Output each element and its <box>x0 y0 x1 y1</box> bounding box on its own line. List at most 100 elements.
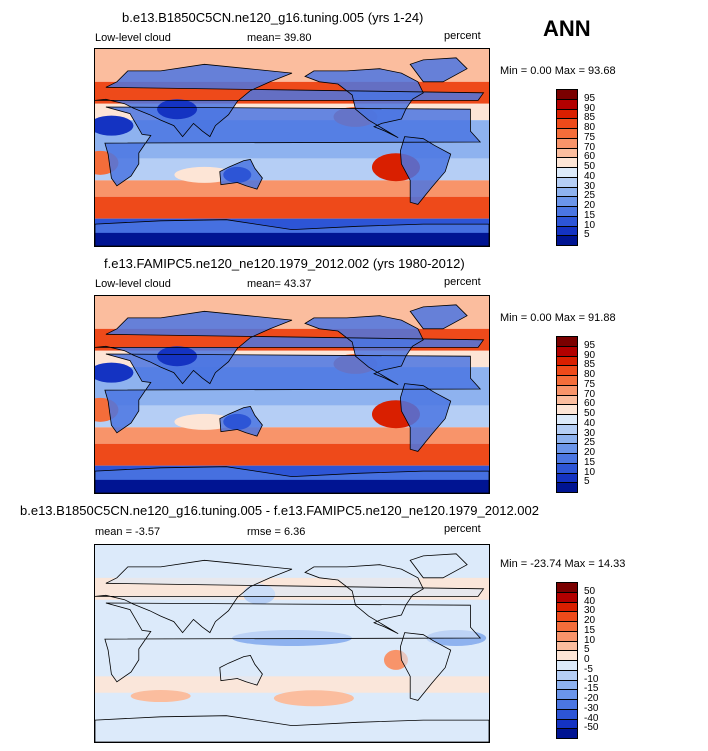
colorbar-swatch <box>556 345 578 356</box>
panel2-title: f.e13.FAMIPC5.ne120_ne120.1979_2012.002 … <box>104 256 465 271</box>
panel3-title: b.e13.B1850C5CN.ne120_g16.tuning.005 - f… <box>20 503 539 518</box>
panel3-units-label: percent <box>444 523 481 535</box>
colorbar-tick-label: 50 <box>584 585 596 597</box>
colorbar-swatch <box>556 108 578 119</box>
colorbar-tick-label: 85 <box>584 112 596 124</box>
colorbar-tick-label: 30 <box>584 605 596 617</box>
colorbar-tick-label: 60 <box>584 398 596 410</box>
panel2-mean-label: mean= 43.37 <box>247 278 312 290</box>
colorbar-tick-label: 5 <box>584 229 590 241</box>
colorbar-swatch <box>556 462 578 473</box>
colorbar-tick-label: 15 <box>584 209 596 221</box>
panel3-mean-label: mean = -3.57 <box>95 526 161 538</box>
panel1-variable-label: Low-level cloud <box>95 32 171 44</box>
colorbar-tick-label: 75 <box>584 131 596 143</box>
panel2-colorbar: 95 90 85 80 75 70 60 50 40 30 25 20 15 10 5 <box>556 336 616 493</box>
colorbar-swatch <box>556 482 578 493</box>
colorbar-swatch <box>556 414 578 424</box>
colorbar-swatch <box>556 225 578 236</box>
panel1-title: b.e13.B1850C5CN.ne120_g16.tuning.005 (yr… <box>122 10 424 25</box>
colorbar-tick-label: 0 <box>584 654 590 665</box>
colorbar-tick-label: 40 <box>584 595 596 607</box>
colorbar-tick-label: 5 <box>584 644 590 656</box>
panel3-minmax: Min = -23.74 Max = 14.33 <box>500 558 626 570</box>
colorbar-swatch <box>556 128 578 138</box>
colorbar-tick-label: 70 <box>584 141 596 153</box>
colorbar-swatch <box>556 660 578 670</box>
colorbar-swatch <box>556 384 578 395</box>
colorbar-tick-label: -5 <box>584 663 593 675</box>
colorbar-tick-label: 85 <box>584 359 596 371</box>
colorbar-swatch <box>556 167 578 177</box>
colorbar-tick-label: 15 <box>584 456 596 468</box>
colorbar-swatch <box>556 196 578 206</box>
panel1-units-label: percent <box>444 30 481 42</box>
colorbar-tick-label: 10 <box>584 219 596 231</box>
colorbar-swatch <box>556 157 578 167</box>
colorbar-tick-label: 95 <box>584 92 596 104</box>
colorbar-swatch <box>556 453 578 463</box>
colorbar-tick-label: -50 <box>584 722 599 734</box>
colorbar-tick-label: 95 <box>584 339 596 351</box>
colorbar-tick-label: 20 <box>584 200 596 211</box>
colorbar-swatch <box>556 433 578 444</box>
colorbar-swatch <box>556 591 578 602</box>
colorbar-swatch <box>556 394 578 405</box>
colorbar-tick-label: -10 <box>584 673 599 685</box>
panel2-variable-label: Low-level cloud <box>95 278 171 290</box>
colorbar-swatch <box>556 630 578 641</box>
colorbar-swatch <box>556 679 578 690</box>
colorbar-tick-label: 25 <box>584 437 596 449</box>
colorbar-swatch <box>556 186 578 197</box>
colorbar-swatch <box>556 669 578 680</box>
colorbar-swatch <box>556 375 578 385</box>
colorbar-swatch <box>556 472 578 483</box>
colorbar-swatch <box>556 235 578 246</box>
colorbar-swatch <box>556 621 578 631</box>
panel1-minmax: Min = 0.00 Max = 93.68 <box>500 65 616 77</box>
colorbar-swatch <box>556 336 578 346</box>
colorbar-tick-label: 20 <box>584 615 596 626</box>
colorbar-swatch <box>556 98 578 109</box>
colorbar-tick-label: 40 <box>584 417 596 429</box>
colorbar-tick-label: 25 <box>584 190 596 202</box>
panel3-rmse-label: rmse = 6.36 <box>247 526 306 538</box>
colorbar-tick-label: 20 <box>584 447 596 458</box>
colorbar-tick-label: -30 <box>584 702 599 714</box>
panel3-colorbar: 50 40 30 20 15 10 5 0 -5 -10 -15 -20 -30 -40 -50 <box>556 582 616 739</box>
panel1-mean-label: mean= 39.80 <box>247 32 312 44</box>
colorbar-tick-label: 10 <box>584 466 596 478</box>
colorbar-swatch <box>556 611 578 621</box>
colorbar-tick-label: 50 <box>584 408 596 419</box>
colorbar-tick-label: 60 <box>584 151 596 163</box>
colorbar-tick-label: 30 <box>584 427 596 439</box>
panel2-units-label: percent <box>444 276 481 288</box>
colorbar-swatch <box>556 404 578 414</box>
colorbar-tick-label: -15 <box>584 683 599 695</box>
panel1-map <box>94 48 490 247</box>
season-label: ANN <box>543 16 591 41</box>
colorbar-tick-label: 50 <box>584 161 596 172</box>
colorbar-swatch <box>556 601 578 612</box>
colorbar-swatch <box>556 365 578 375</box>
colorbar-tick-label: 80 <box>584 369 596 380</box>
panel3-map <box>94 544 490 743</box>
colorbar-tick-label: 10 <box>584 634 596 646</box>
colorbar-swatch <box>556 355 578 366</box>
colorbar-tick-label: 40 <box>584 170 596 182</box>
colorbar-swatch <box>556 640 578 651</box>
colorbar-tick-label: 30 <box>584 180 596 192</box>
colorbar-swatch <box>556 582 578 592</box>
colorbar-tick-label: 15 <box>584 624 596 636</box>
colorbar-tick-label: 5 <box>584 476 590 488</box>
colorbar-swatch <box>556 423 578 434</box>
colorbar-swatch <box>556 206 578 216</box>
colorbar-swatch <box>556 708 578 719</box>
colorbar-swatch <box>556 689 578 699</box>
colorbar-tick-label: 80 <box>584 122 596 133</box>
colorbar-swatch <box>556 176 578 187</box>
colorbar-swatch <box>556 728 578 739</box>
colorbar-tick-label: 90 <box>584 349 596 361</box>
colorbar-tick-label: 75 <box>584 378 596 390</box>
panel1-colorbar: 95 90 85 80 75 70 60 50 40 30 25 20 15 10 5 <box>556 89 616 246</box>
